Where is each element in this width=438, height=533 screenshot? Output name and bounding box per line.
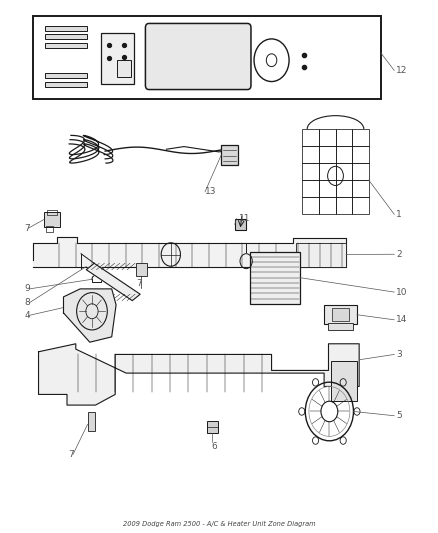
Bar xyxy=(319,146,336,163)
Text: 2: 2 xyxy=(396,250,402,259)
Text: 3: 3 xyxy=(396,350,402,359)
Polygon shape xyxy=(33,237,346,266)
Text: 1: 1 xyxy=(396,210,402,219)
Bar xyxy=(324,305,357,324)
Bar xyxy=(319,197,336,214)
Text: 13: 13 xyxy=(205,188,216,196)
Bar xyxy=(332,308,349,321)
Bar xyxy=(47,210,57,215)
Bar xyxy=(319,129,336,146)
Text: 2009 Dodge Ram 2500 - A/C & Heater Unit Zone Diagram: 2009 Dodge Ram 2500 - A/C & Heater Unit … xyxy=(123,521,315,527)
Bar xyxy=(352,180,369,197)
Bar xyxy=(44,212,60,227)
Bar xyxy=(319,163,336,180)
Bar xyxy=(136,263,147,276)
Bar xyxy=(352,197,369,214)
Bar xyxy=(336,197,352,214)
Bar xyxy=(235,219,246,230)
Bar xyxy=(336,129,352,146)
Bar xyxy=(302,180,319,197)
Bar xyxy=(296,243,346,266)
Bar xyxy=(352,146,369,163)
Bar xyxy=(336,180,352,197)
Bar xyxy=(352,163,369,180)
Bar xyxy=(221,145,238,165)
Polygon shape xyxy=(86,263,140,301)
Bar xyxy=(33,16,381,99)
Text: 11: 11 xyxy=(239,214,250,223)
Bar xyxy=(302,146,319,163)
Text: 14: 14 xyxy=(396,316,408,324)
Bar xyxy=(117,60,131,77)
Bar xyxy=(328,323,353,330)
Text: 9: 9 xyxy=(24,285,30,293)
Bar xyxy=(46,226,53,232)
Bar xyxy=(45,82,87,87)
Text: 10: 10 xyxy=(396,288,408,296)
Bar xyxy=(319,180,336,197)
Text: 7: 7 xyxy=(24,224,30,232)
Bar xyxy=(352,129,369,146)
Bar xyxy=(45,73,87,78)
Bar xyxy=(336,163,352,180)
Bar xyxy=(45,26,87,31)
Bar xyxy=(331,361,357,401)
Bar xyxy=(302,129,319,146)
Text: 4: 4 xyxy=(24,311,30,320)
Bar xyxy=(88,412,95,431)
Bar xyxy=(336,146,352,163)
Bar xyxy=(302,197,319,214)
Text: 5: 5 xyxy=(396,411,402,420)
Text: 6: 6 xyxy=(212,442,217,451)
Bar xyxy=(250,252,300,304)
Bar xyxy=(101,33,134,84)
Bar xyxy=(207,421,218,433)
Bar xyxy=(45,34,87,39)
Text: 7: 7 xyxy=(68,450,74,458)
Text: 8: 8 xyxy=(24,298,30,307)
Text: 7: 7 xyxy=(136,279,141,288)
Bar xyxy=(302,163,319,180)
Bar xyxy=(45,43,87,48)
Polygon shape xyxy=(64,289,116,342)
Text: 12: 12 xyxy=(396,66,408,75)
FancyBboxPatch shape xyxy=(145,23,251,90)
Polygon shape xyxy=(39,344,359,405)
